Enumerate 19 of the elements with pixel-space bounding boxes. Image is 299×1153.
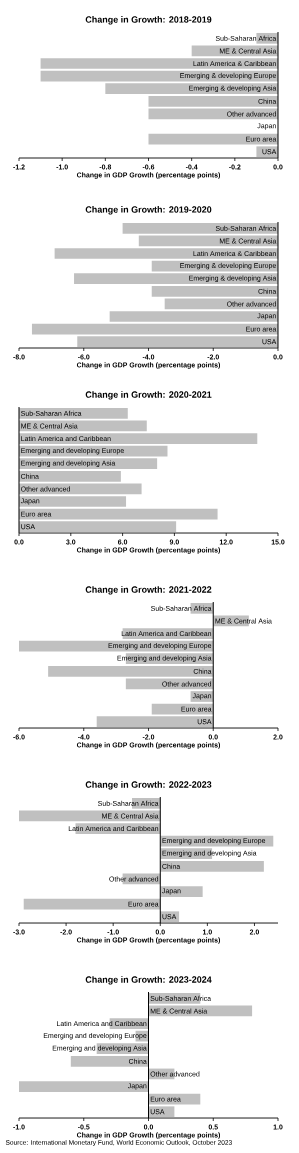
- bar: [19, 496, 127, 507]
- bar: [19, 1081, 149, 1092]
- chart-title: Change in Growth: 2020-2021: [85, 391, 212, 400]
- bar: [19, 508, 218, 520]
- bar: [19, 470, 121, 482]
- chart-title: Change in Growth: 2023-2024: [85, 976, 212, 985]
- bar: [19, 521, 177, 533]
- bar: [148, 1106, 175, 1118]
- chart-title: Change in Growth: 2021-2022: [85, 586, 212, 595]
- bar: [160, 886, 203, 897]
- bar: [70, 1055, 149, 1067]
- bar: [160, 860, 264, 872]
- bar: [19, 407, 128, 419]
- bar: [19, 458, 158, 470]
- chart-title: Change in Growth: 2022-2023: [85, 781, 212, 790]
- bar: [19, 433, 258, 444]
- chart-title: Change in Growth: 2018-2019: [85, 16, 212, 25]
- chart-title: Change in Growth: 2019-2020: [85, 206, 212, 215]
- bar: [23, 898, 161, 910]
